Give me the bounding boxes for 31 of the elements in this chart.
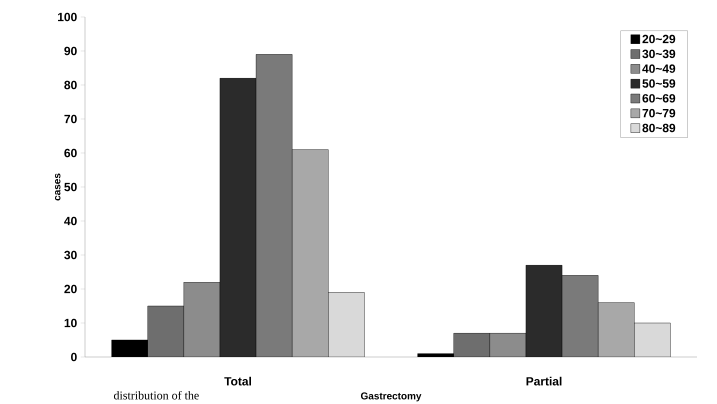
x-tick-label: Total [224, 376, 251, 386]
legend-label: 60~69 [642, 94, 676, 103]
bar [634, 322, 671, 357]
y-tick-label: 50 [64, 182, 77, 192]
x-tick-label: Partial [526, 376, 562, 386]
y-tick-label: 80 [64, 80, 77, 90]
x-axis-title: Gastrectomy [360, 392, 422, 402]
bar [328, 292, 365, 357]
y-axis-title: cases [54, 174, 60, 200]
legend-label: 80~89 [642, 124, 676, 132]
legend-label: 70~79 [642, 108, 676, 118]
legend-label: 40~49 [642, 64, 676, 73]
bar [598, 302, 634, 357]
y-tick-label: 90 [64, 46, 77, 56]
bar [148, 306, 184, 357]
y-tick-label: 30 [64, 250, 77, 260]
text: distribution of the [114, 390, 199, 400]
bar [454, 333, 490, 357]
y-tick-label: 60 [64, 148, 77, 158]
legend-label: 50~59 [642, 79, 676, 88]
y-tick-label: 100 [58, 12, 77, 22]
y-tick-label: 0 [71, 352, 77, 362]
legend-label: 20~29 [642, 34, 676, 44]
bar [526, 265, 562, 357]
y-tick-label: 40 [64, 216, 77, 226]
bar [292, 149, 328, 357]
y-tick-label: 20 [64, 284, 77, 294]
y-tick-label: 70 [64, 114, 77, 124]
bar [220, 78, 256, 357]
y-tick-label: 10 [64, 318, 77, 328]
legend-label: 30~39 [642, 50, 676, 58]
